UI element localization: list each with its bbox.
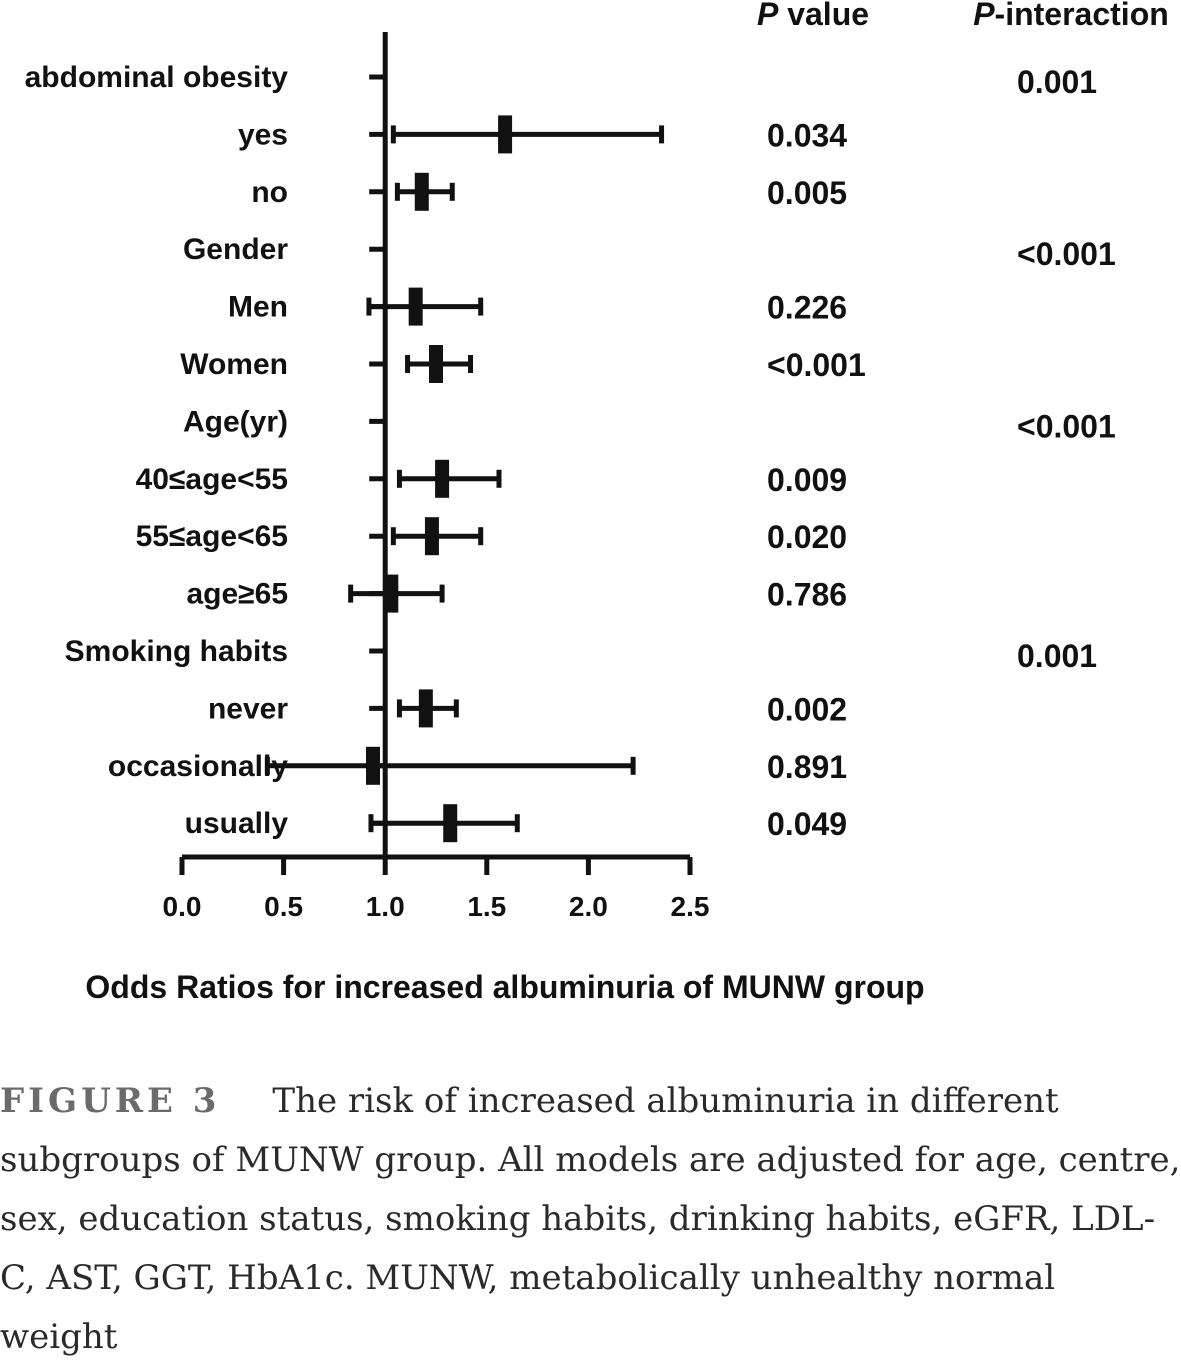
p-value: 0.786	[767, 577, 847, 613]
odds-ratio-marker	[498, 115, 513, 154]
subgroup-label: age≥65	[186, 578, 288, 611]
subgroup-label: 55≤age<65	[136, 520, 288, 553]
p-interaction-value: 0.001	[1017, 64, 1097, 100]
group-label: abdominal obesity	[25, 61, 289, 94]
odds-ratio-marker	[424, 517, 439, 556]
p-interaction-header: P-interaction	[973, 0, 1169, 32]
subgroup-label: occasionally	[108, 750, 288, 783]
caption-text: The risk of increased albuminuria in dif…	[0, 1081, 1181, 1357]
p-value: 0.226	[767, 290, 847, 326]
odds-ratio-marker	[418, 689, 433, 728]
x-tick-label: 1.5	[467, 891, 506, 922]
p-interaction-value: <0.001	[1017, 408, 1116, 444]
x-tick-label: 2.5	[671, 891, 710, 922]
group-label: Smoking habits	[65, 635, 288, 668]
x-axis-label: Odds Ratios for increased albuminuria of…	[85, 969, 924, 1005]
subgroup-label: Men	[228, 291, 288, 324]
odds-ratio-marker	[384, 574, 399, 613]
group-label: Gender	[183, 233, 288, 266]
p-value: 0.020	[767, 519, 847, 555]
odds-ratio-marker	[414, 172, 429, 211]
x-tick-label: 2.0	[569, 891, 608, 922]
p-value: 0.891	[767, 749, 847, 785]
p-value: 0.034	[767, 117, 847, 153]
forest-plot: P value P-interaction 0.0 0.5 1.0 1.5 2.0 2.5…	[25, 0, 1169, 1005]
x-tick-label: 0.0	[163, 891, 202, 922]
p-value: <0.001	[767, 347, 866, 383]
p-value: 0.049	[767, 806, 847, 842]
odds-ratio-marker	[408, 287, 423, 326]
odds-ratio-marker	[366, 746, 381, 785]
odds-ratio-marker	[429, 345, 443, 383]
subgroup-label: Women	[180, 348, 288, 381]
group-label: Age(yr)	[183, 405, 288, 438]
subgroup-label: usually	[185, 807, 289, 840]
figure-caption: FIGURE 3 The risk of increased albuminuri…	[0, 1072, 1181, 1367]
p-interaction-value: <0.001	[1017, 236, 1116, 272]
subgroup-label: 40≤age<55	[136, 463, 288, 496]
p-value: 0.005	[767, 175, 847, 211]
subgroup-label: never	[208, 692, 288, 725]
p-value-header: P value	[757, 0, 869, 32]
p-value: 0.009	[767, 462, 847, 498]
figure-label: FIGURE 3	[0, 1081, 221, 1121]
p-interaction-value: 0.001	[1017, 638, 1097, 674]
subgroup-label: yes	[238, 118, 288, 151]
odds-ratio-marker	[443, 804, 458, 843]
p-value: 0.002	[767, 691, 847, 727]
x-tick-label: 1.0	[366, 891, 405, 922]
subgroup-label: no	[251, 176, 288, 209]
odds-ratio-marker	[435, 459, 450, 498]
plot-area: 0.0 0.5 1.0 1.5 2.0 2.5 abdominal obesity 0.001…	[25, 32, 1116, 922]
x-tick-label: 0.5	[264, 891, 303, 922]
